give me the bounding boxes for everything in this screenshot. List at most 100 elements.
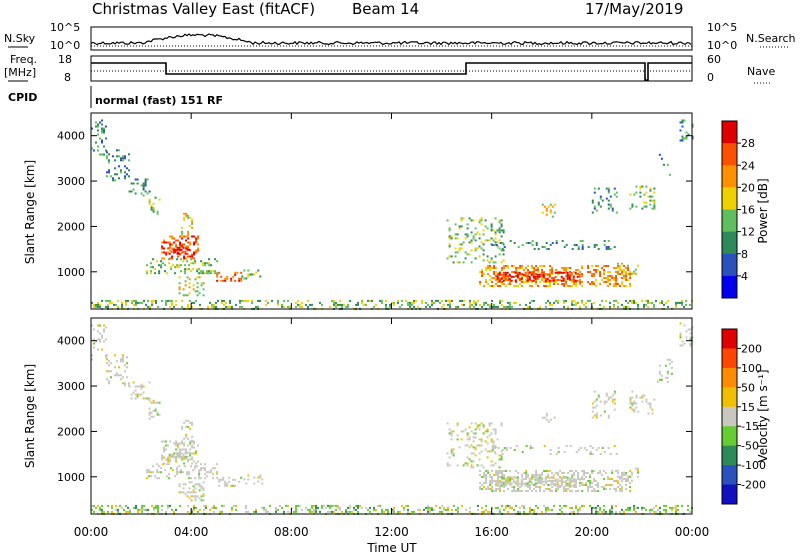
heatmap-cell bbox=[531, 285, 534, 287]
heatmap-cell bbox=[561, 472, 564, 474]
heatmap-cell bbox=[503, 478, 506, 480]
heatmap-cell bbox=[393, 303, 395, 306]
colorbar-swatch bbox=[722, 121, 737, 144]
heatmap-cell bbox=[495, 482, 498, 484]
heatmap-cell bbox=[187, 214, 190, 217]
heatmap-cell bbox=[363, 303, 365, 306]
heatmap-cell bbox=[609, 203, 612, 206]
heatmap-cell bbox=[241, 275, 244, 278]
heatmap-cell bbox=[178, 266, 181, 269]
heatmap-cell bbox=[502, 275, 505, 278]
colorbar-swatch bbox=[722, 348, 737, 369]
heatmap-cell bbox=[570, 273, 573, 276]
heatmap-cell bbox=[105, 305, 107, 308]
heatmap-cell bbox=[265, 299, 267, 302]
heatmap-cell bbox=[560, 478, 563, 481]
heatmap-cell bbox=[621, 277, 624, 279]
heatmap-cell bbox=[337, 303, 339, 306]
nsky-panel-frame bbox=[90, 26, 693, 51]
heatmap-cell bbox=[466, 235, 469, 238]
heatmap-cell bbox=[166, 475, 169, 478]
heatmap-cell bbox=[417, 508, 419, 511]
heatmap-cell bbox=[133, 299, 135, 302]
heatmap-cell bbox=[206, 262, 209, 265]
heatmap-cell bbox=[559, 480, 562, 482]
heatmap-cell bbox=[503, 470, 506, 472]
heatmap-cell bbox=[144, 397, 147, 400]
heatmap-cell bbox=[327, 504, 329, 507]
heatmap-cell bbox=[670, 360, 673, 363]
heatmap-cell bbox=[158, 270, 161, 273]
heatmap-cell bbox=[555, 488, 558, 490]
heatmap-cell bbox=[581, 301, 583, 304]
heatmap-cell bbox=[490, 460, 493, 463]
heatmap-cell bbox=[183, 218, 186, 221]
heatmap-cell bbox=[203, 508, 205, 511]
heatmap-cell bbox=[236, 271, 239, 274]
heatmap-cell bbox=[429, 508, 431, 511]
heatmap-cell bbox=[179, 235, 182, 238]
heatmap-cell bbox=[407, 510, 409, 513]
heatmap-cell bbox=[178, 485, 181, 488]
heatmap-cell bbox=[518, 277, 521, 280]
heatmap-cell bbox=[603, 400, 606, 403]
heatmap-cell bbox=[549, 269, 552, 271]
heatmap-cell bbox=[491, 445, 494, 447]
heatmap-cell bbox=[531, 299, 533, 302]
heatmap-cell bbox=[214, 270, 217, 273]
nsky-ytop: 10^5 bbox=[50, 21, 80, 34]
heatmap-cell bbox=[572, 275, 575, 278]
heatmap-cell bbox=[409, 301, 411, 304]
heatmap-cell bbox=[97, 305, 99, 308]
heatmap-cell bbox=[184, 280, 187, 283]
heatmap-cell bbox=[186, 276, 189, 279]
heatmap-cell bbox=[507, 478, 510, 480]
heatmap-cell bbox=[513, 508, 515, 511]
heatmap-cell bbox=[220, 279, 223, 282]
heatmap-cell bbox=[603, 508, 605, 511]
heatmap-cell bbox=[204, 467, 207, 470]
heatmap-cell bbox=[499, 510, 501, 513]
heatmap-cell bbox=[456, 261, 459, 264]
xtick-label: 20:00 bbox=[575, 525, 610, 539]
heatmap-cell bbox=[405, 299, 407, 302]
heatmap-cell bbox=[170, 455, 173, 458]
heatmap-cell bbox=[178, 491, 181, 494]
heatmap-cell bbox=[466, 456, 469, 459]
heatmap-cell bbox=[513, 449, 516, 451]
heatmap-cell bbox=[557, 474, 560, 476]
heatmap-cell bbox=[445, 508, 447, 511]
heatmap-cell bbox=[520, 478, 523, 481]
heatmap-cell bbox=[166, 463, 169, 466]
heatmap-cell bbox=[210, 272, 213, 275]
heatmap-cell bbox=[492, 442, 495, 445]
heatmap-cell bbox=[153, 299, 155, 302]
heatmap-cell bbox=[493, 267, 496, 269]
heatmap-cell bbox=[458, 249, 461, 252]
heatmap-cell bbox=[120, 159, 122, 162]
heatmap-cell bbox=[188, 282, 191, 285]
heatmap-cell bbox=[566, 484, 569, 487]
heatmap-cell bbox=[679, 344, 682, 347]
heatmap-cell bbox=[349, 299, 351, 302]
heatmap-cell bbox=[513, 265, 516, 267]
nsky-ybot: 10^0 bbox=[50, 39, 80, 52]
heatmap-cell bbox=[554, 271, 557, 274]
heatmap-cell bbox=[581, 240, 584, 242]
heatmap-cell bbox=[501, 470, 504, 472]
heatmap-cell bbox=[521, 279, 524, 281]
heatmap-cell bbox=[319, 301, 321, 304]
heatmap-cell bbox=[577, 490, 580, 492]
heatmap-cell bbox=[120, 374, 122, 377]
heatmap-cell bbox=[470, 422, 473, 425]
heatmap-cell bbox=[500, 456, 503, 459]
heatmap-cell bbox=[99, 506, 101, 509]
heatmap-cell bbox=[603, 281, 606, 283]
heatmap-cell bbox=[591, 281, 594, 283]
heatmap-cell bbox=[435, 299, 437, 302]
heatmap-cell bbox=[425, 305, 427, 308]
heatmap-cell bbox=[595, 416, 598, 419]
heatmap-cell bbox=[196, 286, 199, 289]
heatmap-cell bbox=[181, 440, 184, 443]
heatmap-cell bbox=[216, 273, 219, 276]
